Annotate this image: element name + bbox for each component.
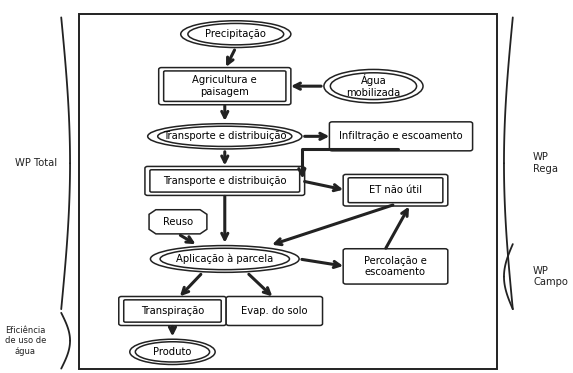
Ellipse shape: [151, 245, 299, 272]
Text: WP
Rega: WP Rega: [533, 152, 558, 174]
Text: Evap. do solo: Evap. do solo: [241, 306, 308, 316]
Ellipse shape: [180, 21, 291, 47]
Ellipse shape: [130, 339, 215, 364]
Text: Transpiração: Transpiração: [141, 306, 204, 316]
Text: Infiltração e escoamento: Infiltração e escoamento: [339, 131, 463, 141]
Text: Agricultura e
paisagem: Agricultura e paisagem: [193, 75, 257, 97]
Text: Eficiência
de uso de
água: Eficiência de uso de água: [5, 326, 46, 355]
FancyBboxPatch shape: [226, 297, 323, 326]
Polygon shape: [149, 210, 207, 234]
FancyBboxPatch shape: [343, 175, 448, 206]
Ellipse shape: [324, 69, 423, 103]
Text: Reuso: Reuso: [163, 217, 193, 227]
FancyBboxPatch shape: [145, 166, 305, 195]
Text: Aplicação à parcela: Aplicação à parcela: [176, 254, 273, 264]
FancyBboxPatch shape: [329, 122, 473, 151]
Text: Produto: Produto: [154, 347, 191, 357]
FancyBboxPatch shape: [343, 249, 448, 284]
Text: Percolação e
escoamento: Percolação e escoamento: [364, 256, 427, 277]
Text: Precipitação: Precipitação: [205, 29, 266, 39]
FancyBboxPatch shape: [159, 68, 291, 105]
Text: Água
mobilizada: Água mobilizada: [346, 74, 401, 98]
Text: WP
Campo: WP Campo: [533, 266, 568, 287]
Text: Transporte e distribuição: Transporte e distribuição: [163, 131, 286, 141]
Bar: [79, 14, 497, 369]
Text: ET não útil: ET não útil: [369, 185, 422, 195]
Text: WP Total: WP Total: [15, 158, 57, 168]
Ellipse shape: [148, 124, 302, 149]
FancyBboxPatch shape: [119, 297, 226, 326]
Text: Transporte e distribuição: Transporte e distribuição: [163, 176, 286, 186]
